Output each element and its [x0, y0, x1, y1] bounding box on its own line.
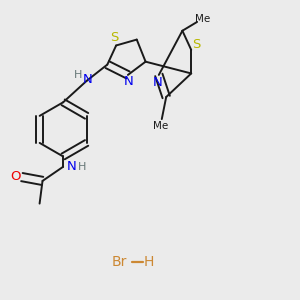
Text: N: N	[67, 160, 77, 173]
Text: S: S	[110, 31, 119, 44]
Text: S: S	[192, 38, 201, 51]
Text: N: N	[82, 74, 92, 86]
Text: Br: Br	[111, 256, 127, 269]
Text: H: H	[143, 256, 154, 269]
Text: H: H	[78, 162, 86, 172]
Text: N: N	[152, 76, 162, 89]
Text: O: O	[10, 170, 21, 183]
Text: H: H	[74, 70, 82, 80]
Text: Me: Me	[195, 14, 211, 24]
Text: Me: Me	[153, 121, 168, 130]
Text: N: N	[124, 75, 134, 88]
